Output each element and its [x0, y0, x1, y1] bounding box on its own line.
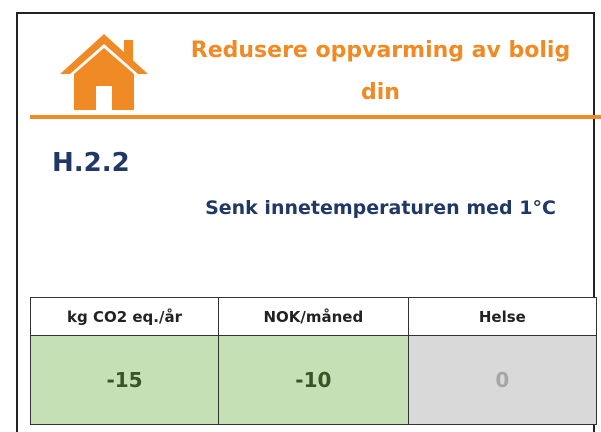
title: Redusere oppvarming av bolig — [190, 38, 571, 63]
title: din — [361, 80, 400, 105]
page: Redusere oppvarming av bolig din H.2.2 S… — [16, 12, 601, 432]
header-cell: Helse — [407, 297, 598, 336]
divider — [30, 115, 601, 119]
measure-code: H.2.2 — [52, 148, 130, 178]
header-cell: kg CO2 eq./år — [29, 297, 220, 336]
frame — [16, 12, 595, 432]
value-cell: -15 — [29, 335, 220, 425]
measure-description: Senk innetemperaturen med 1°C — [205, 197, 556, 219]
value-cell: -10 — [218, 335, 409, 425]
value-cell: 0 — [407, 335, 598, 425]
header-cell: NOK/måned — [218, 297, 409, 336]
impact-table: kg CO2 eq./år NOK/måned Helse -15 -10 0 — [29, 297, 598, 425]
house-icon — [60, 34, 148, 110]
